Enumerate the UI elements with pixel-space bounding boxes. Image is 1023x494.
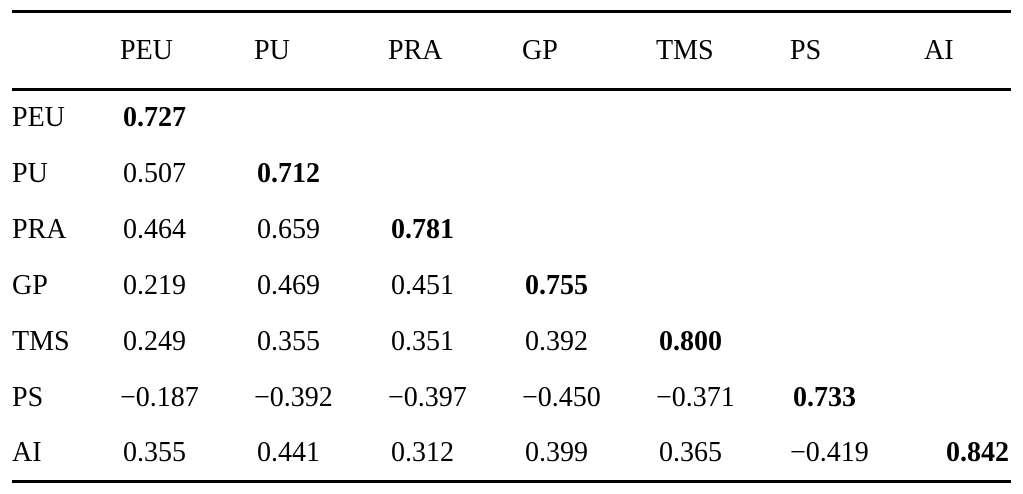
row-label: TMS — [12, 325, 70, 357]
column-header-tms: TMS — [656, 34, 714, 66]
table-cell — [924, 90, 1011, 146]
column-header-pu: PU — [254, 34, 290, 66]
table-cell — [522, 90, 656, 146]
table-cell: 0.392 — [525, 325, 588, 357]
table-cell — [790, 314, 924, 370]
table-cell — [790, 258, 924, 314]
header-row: PEU PU PRA GP TMS PS AI — [12, 12, 1011, 90]
table-cell — [522, 202, 656, 258]
table-row-ai: AI 0.355 0.441 0.312 0.399 0.365 −0.419 0.842 — [12, 426, 1011, 482]
table-cell — [656, 258, 790, 314]
correlation-table: PEU PU PRA GP TMS PS AI PEU 0.727 PU 0.507 0.712 PR… — [12, 10, 1011, 483]
row-label: PS — [12, 381, 44, 413]
table-cell: 0.755 — [525, 269, 588, 301]
table-cell: −0.187 — [120, 381, 199, 413]
table-cell: −0.371 — [656, 381, 735, 413]
table-cell — [790, 90, 924, 146]
column-header-gp: GP — [522, 34, 558, 66]
table-cell: 0.727 — [123, 102, 186, 134]
table-cell — [924, 202, 1011, 258]
table-cell — [656, 202, 790, 258]
table-cell: 0.451 — [391, 269, 454, 301]
table-row-tms: TMS 0.249 0.355 0.351 0.392 0.800 — [12, 314, 1011, 370]
correlation-table-container: PEU PU PRA GP TMS PS AI PEU 0.727 PU 0.507 0.712 PR… — [12, 10, 1011, 483]
table-cell: 0.842 — [946, 436, 1009, 468]
table-cell: −0.419 — [790, 436, 869, 468]
table-cell — [924, 258, 1011, 314]
table-cell — [924, 146, 1011, 202]
row-label: PRA — [12, 213, 67, 245]
table-cell: 0.441 — [257, 436, 320, 468]
table-cell — [790, 202, 924, 258]
table-cell: 0.399 — [525, 436, 588, 468]
table-cell: 0.507 — [123, 157, 186, 189]
table-row-pu: PU 0.507 0.712 — [12, 146, 1011, 202]
table-cell — [388, 90, 522, 146]
table-cell — [656, 146, 790, 202]
table-cell: 0.249 — [123, 325, 186, 357]
table-cell: 0.365 — [659, 436, 722, 468]
table-header: PEU PU PRA GP TMS PS AI — [12, 12, 1011, 90]
row-label: GP — [12, 269, 48, 301]
table-cell: 0.351 — [391, 325, 454, 357]
table-cell — [924, 370, 1011, 426]
column-header-peu: PEU — [120, 34, 173, 66]
table-cell — [656, 90, 790, 146]
table-cell: 0.733 — [793, 381, 856, 413]
table-cell — [388, 146, 522, 202]
table-cell: 0.800 — [659, 325, 722, 357]
table-row-ps: PS −0.187 −0.392 −0.397 −0.450 −0.371 0.733 — [12, 370, 1011, 426]
table-cell: 0.355 — [123, 436, 186, 468]
table-row-pra: PRA 0.464 0.659 0.781 — [12, 202, 1011, 258]
table-row-gp: GP 0.219 0.469 0.451 0.755 — [12, 258, 1011, 314]
column-header-ai: AI — [924, 34, 954, 66]
table-cell: −0.397 — [388, 381, 467, 413]
row-label: PEU — [12, 102, 65, 134]
table-cell — [790, 146, 924, 202]
table-cell — [522, 146, 656, 202]
table-cell: 0.659 — [257, 213, 320, 245]
table-cell: 0.469 — [257, 269, 320, 301]
row-label: AI — [12, 436, 42, 468]
column-header-ps: PS — [790, 34, 822, 66]
table-cell: −0.392 — [254, 381, 333, 413]
corner-cell — [12, 12, 120, 90]
row-label: PU — [12, 157, 48, 189]
table-body: PEU 0.727 PU 0.507 0.712 PRA 0.464 0.659 0.781 GP… — [12, 90, 1011, 482]
table-cell: 0.464 — [123, 213, 186, 245]
table-cell: 0.712 — [257, 157, 320, 189]
table-row-peu: PEU 0.727 — [12, 90, 1011, 146]
table-cell: 0.355 — [257, 325, 320, 357]
table-cell — [254, 90, 388, 146]
table-cell: 0.312 — [391, 436, 454, 468]
table-cell: −0.450 — [522, 381, 601, 413]
table-cell: 0.219 — [123, 269, 186, 301]
table-cell — [924, 314, 1011, 370]
column-header-pra: PRA — [388, 34, 443, 66]
table-cell: 0.781 — [391, 213, 454, 245]
